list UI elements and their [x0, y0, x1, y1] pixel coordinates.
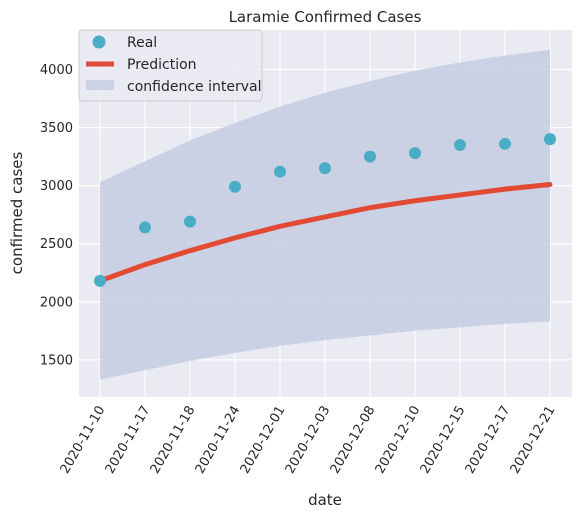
- x-tick-label: 2020-11-10: [58, 404, 109, 477]
- x-tick-label: 2020-12-03: [283, 404, 334, 477]
- x-tick-labels: 2020-11-102020-11-172020-11-182020-11-24…: [58, 404, 559, 477]
- y-tick-label: 3000: [40, 179, 73, 194]
- x-tick-label: 2020-12-10: [373, 404, 424, 477]
- y-tick-labels: 1500 2000 2500 3000 3500 4000: [40, 63, 73, 368]
- real-point: [229, 180, 241, 193]
- x-tick-label: 2020-12-21: [508, 404, 559, 477]
- legend-band-label: confidence interval: [127, 79, 261, 95]
- real-point: [319, 162, 331, 175]
- chart-title: Laramie Confirmed Cases: [229, 8, 422, 26]
- real-point: [274, 165, 286, 178]
- x-tick-label: 2020-11-18: [148, 404, 199, 477]
- x-tick-label: 2020-12-15: [418, 404, 469, 477]
- real-point: [409, 147, 421, 160]
- real-point: [544, 133, 556, 146]
- legend-band-marker: [86, 80, 114, 90]
- x-tick-label: 2020-11-17: [103, 404, 154, 477]
- x-tick-label: 2020-12-17: [463, 404, 514, 477]
- legend-real-label: Real: [127, 35, 157, 51]
- real-point: [94, 274, 106, 287]
- real-point: [139, 221, 151, 234]
- y-tick-label: 3500: [40, 121, 73, 136]
- real-points: [94, 133, 556, 287]
- real-point: [184, 215, 196, 228]
- y-tick-label: 1500: [40, 353, 73, 368]
- y-tick-label: 4000: [40, 63, 73, 78]
- x-tick-label: 2020-12-01: [238, 404, 289, 477]
- x-tick-label: 2020-12-08: [328, 404, 379, 477]
- real-point: [364, 150, 376, 163]
- y-tick-label: 2000: [40, 295, 73, 310]
- x-tick-label: 2020-11-24: [193, 404, 244, 477]
- real-point: [454, 138, 466, 151]
- legend-prediction-label: Prediction: [127, 57, 197, 73]
- y-axis-title: confirmed cases: [8, 151, 26, 274]
- legend: Real Prediction confidence interval: [78, 29, 263, 102]
- real-point: [499, 137, 511, 150]
- prediction-line: [97, 181, 553, 284]
- legend-frame: [78, 29, 263, 102]
- x-axis-title: date: [308, 491, 342, 509]
- y-tick-label: 2500: [40, 237, 73, 252]
- legend-real-marker: [92, 35, 106, 49]
